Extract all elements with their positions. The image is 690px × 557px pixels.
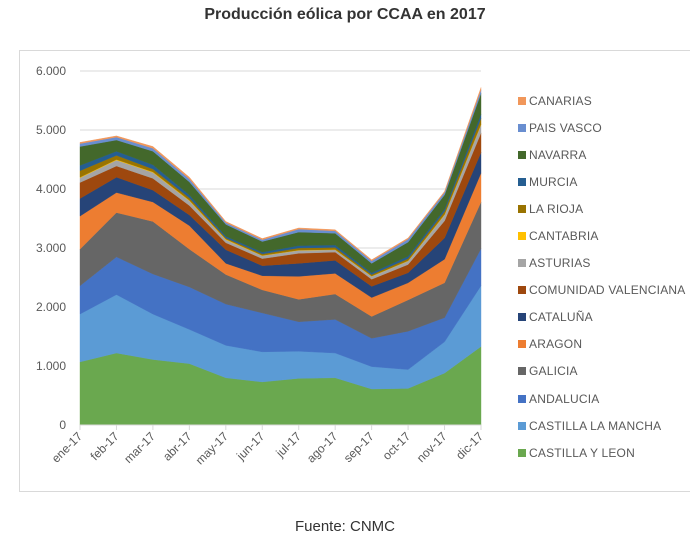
legend-label: CASTILLA LA MANCHA [529,418,662,433]
legend-label: LA RIOJA [529,201,584,216]
legend-label: PAIS VASCO [529,120,602,135]
chart-legend: CANARIAS PAIS VASCO NAVARRA MURCIA LA RIOJA C… [518,87,685,466]
legend-item: NAVARRA [518,141,685,168]
legend-swatch [518,448,526,457]
legend-swatch [518,232,526,241]
x-tick-label: dic-17 [453,429,486,462]
legend-swatch [518,96,526,105]
x-tick-label: may-17 [193,429,231,467]
legend-label: NAVARRA [529,147,587,162]
x-tick-label: mar-17 [121,429,158,466]
legend-label: GALICIA [529,364,578,379]
y-tick-label: 4.000 [36,182,66,196]
legend-item: PAIS VASCO [518,114,685,141]
legend-item: LA RIOJA [518,195,685,222]
legend-item: CASTILLA Y LEON [518,439,685,466]
legend-swatch [518,259,526,268]
legend-label: CATALUÑA [529,310,593,325]
y-tick-label: 1.000 [36,359,66,373]
legend-item: ARAGON [518,331,685,358]
legend-item: CATALUÑA [518,304,685,331]
y-tick-label: 5.000 [36,123,66,137]
legend-swatch [518,340,526,349]
legend-label: CASTILLA Y LEON [529,445,635,460]
legend-swatch [518,177,526,186]
x-tick-label: jun-17 [233,429,267,463]
x-tick-label: nov-17 [414,429,450,465]
legend-item: CANARIAS [518,87,685,114]
legend-swatch [518,286,526,295]
x-tick-label: ago-17 [304,429,341,466]
legend-label: ASTURIAS [529,256,591,271]
x-tick-label: feb-17 [88,429,122,463]
legend-item: CANTABRIA [518,222,685,249]
legend-label: CANARIAS [529,93,592,108]
source-footer: Fuente: CNMC [294,518,396,535]
legend-swatch [518,204,526,213]
y-tick-label: 3.000 [36,241,66,255]
legend-item: ANDALUCIA [518,385,685,412]
legend-label: COMUNIDAD VALENCIANA [529,283,686,298]
x-tick-label: sep-17 [341,429,377,465]
legend-swatch [518,123,526,132]
y-tick-label: 2.000 [36,300,66,314]
legend-label: CANTABRIA [529,229,599,244]
legend-swatch [518,313,526,322]
legend-item: CASTILLA LA MANCHA [518,412,685,439]
legend-swatch [518,394,526,403]
legend-item: COMUNIDAD VALENCIANA [518,277,685,304]
legend-swatch [518,150,526,159]
x-tick-label: oct-17 [380,429,414,463]
chart-title: Producción eólica por CCAA en 2017 [204,6,486,23]
legend-label: ARAGON [529,337,583,352]
legend-item: ASTURIAS [518,250,685,277]
legend-item: MURCIA [518,168,685,195]
x-tick-label: ene-17 [49,429,86,466]
legend-swatch [518,421,526,430]
legend-label: ANDALUCIA [529,391,600,406]
y-tick-label: 0 [59,418,66,432]
y-tick-label: 6.000 [36,64,66,78]
x-tick-label: jul-17 [272,429,304,461]
area-canarias [79,87,482,262]
x-tick-label: abr-17 [160,429,195,464]
legend-swatch [518,367,526,376]
legend-label: MURCIA [529,174,578,189]
legend-item: GALICIA [518,358,685,385]
